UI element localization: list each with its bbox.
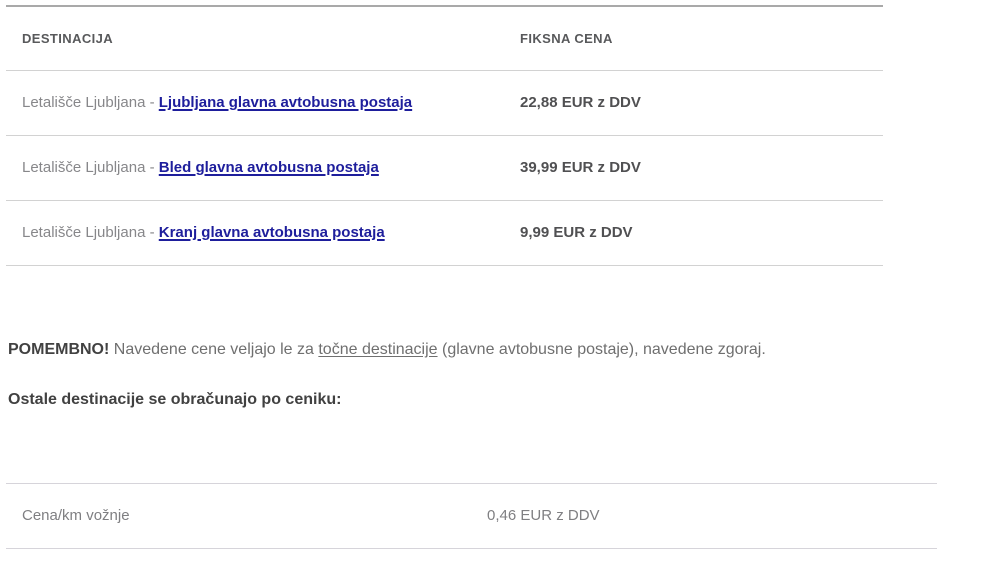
destination-link-kranj-bus-station[interactable]: Kranj glavna avtobusna postaja bbox=[158, 224, 385, 241]
rate-row-price-per-km: Cena/km vožnje 0,46 EUR z DDV bbox=[6, 484, 937, 549]
column-header-destination: DESTINACIJA bbox=[22, 30, 114, 46]
route-origin-label: Letališče Ljubljana - bbox=[22, 159, 159, 176]
fixed-price-value: 9,99 EUR z DDV bbox=[520, 224, 633, 241]
table-header-row: DESTINACIJA FIKSNA CENA bbox=[6, 7, 883, 71]
column-header-fixed-price: FIKSNA CENA bbox=[520, 30, 613, 46]
fixed-price-table: DESTINACIJA FIKSNA CENA Letališče Ljublj… bbox=[6, 5, 883, 266]
important-note-text-before: Navedene cene veljajo le za bbox=[109, 341, 319, 358]
rate-price-value: 0,46 EUR z DDV bbox=[487, 507, 600, 524]
table-row-kranj: Letališče Ljubljana - Kranj glavna avtob… bbox=[6, 201, 883, 266]
important-note-text-after: (glavne avtobusne postaje), navedene zgo… bbox=[437, 341, 766, 358]
exact-destinations-underlined-text[interactable]: točne destinacije bbox=[318, 341, 438, 358]
fixed-price-value: 22,88 EUR z DDV bbox=[520, 94, 641, 111]
destination-link-ljubljana-bus-station[interactable]: Ljubljana glavna avtobusna postaja bbox=[158, 94, 413, 111]
pricing-page: DESTINACIJA FIKSNA CENA Letališče Ljublj… bbox=[0, 5, 1000, 566]
route-origin-label: Letališče Ljubljana - bbox=[22, 94, 159, 111]
table-row-bled: Letališče Ljubljana - Bled glavna avtobu… bbox=[6, 136, 883, 201]
table-row-ljubljana: Letališče Ljubljana - Ljubljana glavna a… bbox=[6, 71, 883, 136]
route-origin-label: Letališče Ljubljana - bbox=[22, 224, 159, 241]
important-note: POMEMBNO! Navedene cene veljajo le za to… bbox=[8, 340, 1000, 359]
destination-link-bled-bus-station[interactable]: Bled glavna avtobusna postaja bbox=[158, 159, 379, 176]
fixed-price-value: 39,99 EUR z DDV bbox=[520, 159, 641, 176]
other-destinations-heading: Ostale destinacije se obračunajo po ceni… bbox=[8, 391, 342, 408]
important-label: POMEMBNO! bbox=[8, 341, 110, 358]
per-km-rate-table: Cena/km vožnje 0,46 EUR z DDV bbox=[6, 483, 937, 549]
rate-label: Cena/km vožnje bbox=[22, 507, 130, 524]
